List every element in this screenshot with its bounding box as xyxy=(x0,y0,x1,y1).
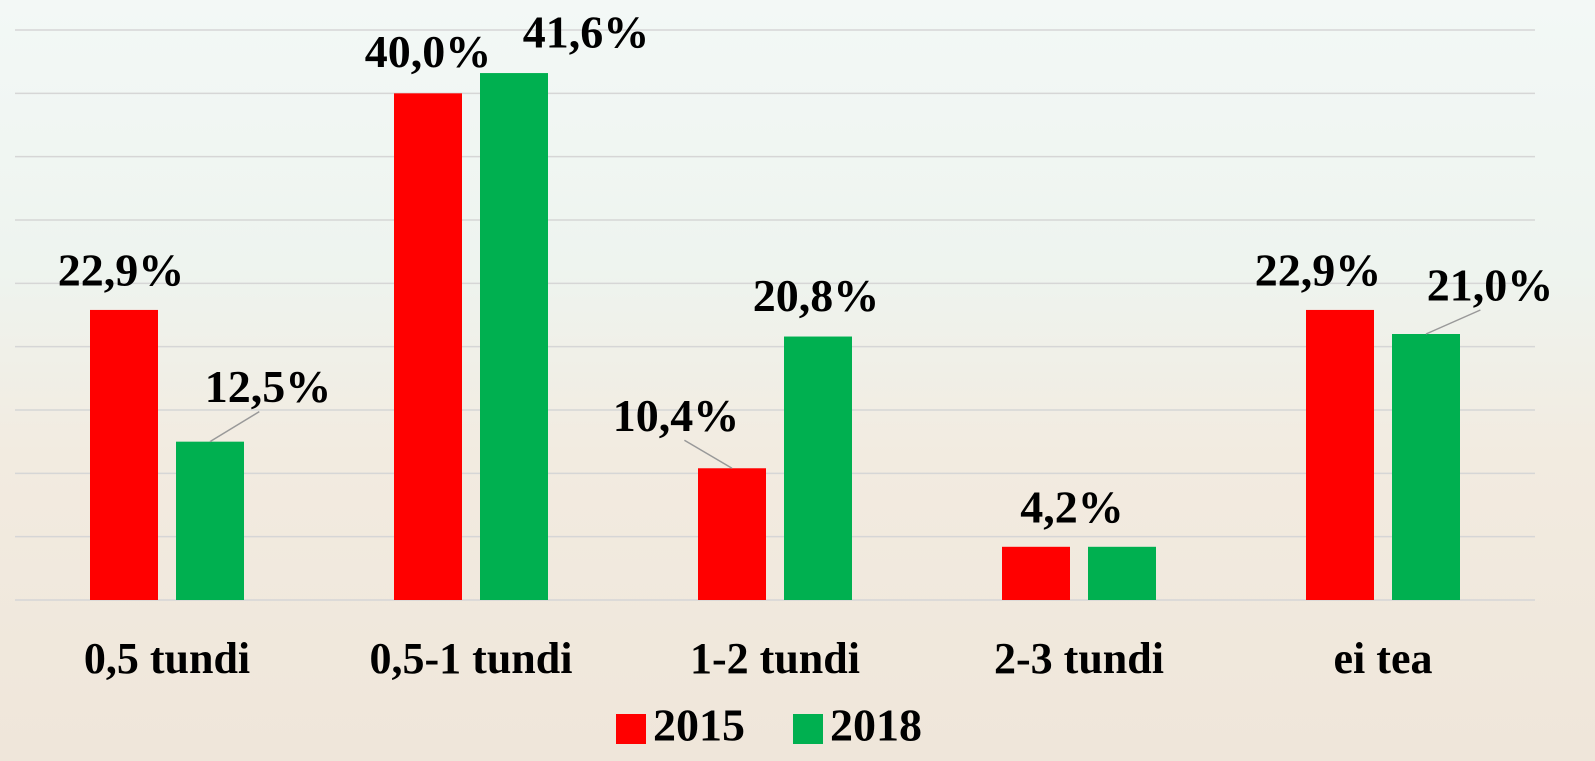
bar xyxy=(1392,334,1460,600)
bar xyxy=(698,468,766,600)
legend-swatch xyxy=(793,714,823,744)
data-label: 21,0% xyxy=(1427,260,1554,311)
data-label: 20,8% xyxy=(753,270,880,321)
data-label: 40,0% xyxy=(365,26,492,77)
bar xyxy=(1088,546,1156,600)
bar xyxy=(1002,546,1070,600)
x-tick-label: 1-2 tundi xyxy=(690,634,860,683)
bar xyxy=(1306,309,1374,600)
data-label: 12,5% xyxy=(205,361,332,412)
x-tick-label: 0,5 tundi xyxy=(84,634,250,683)
x-tick-label: 0,5-1 tundi xyxy=(370,634,573,683)
data-label: 10,4% xyxy=(613,390,740,441)
bar xyxy=(394,93,462,600)
leader-line xyxy=(209,411,260,443)
data-label: 22,9% xyxy=(1255,244,1382,295)
x-tick-label: ei tea xyxy=(1334,634,1433,683)
bar xyxy=(784,336,852,600)
data-label: 22,9% xyxy=(58,244,185,295)
bar xyxy=(176,441,244,600)
bar xyxy=(90,309,158,600)
data-label: 4,2% xyxy=(1020,481,1124,532)
data-label: 41,6% xyxy=(523,7,650,58)
leader-line xyxy=(1425,309,1481,335)
leader-line xyxy=(684,439,733,469)
bar xyxy=(480,73,548,601)
legend-label: 2018 xyxy=(830,700,922,751)
x-tick-label: 2-3 tundi xyxy=(994,634,1164,683)
legend-swatch xyxy=(616,714,646,744)
legend-label: 2015 xyxy=(653,700,745,751)
